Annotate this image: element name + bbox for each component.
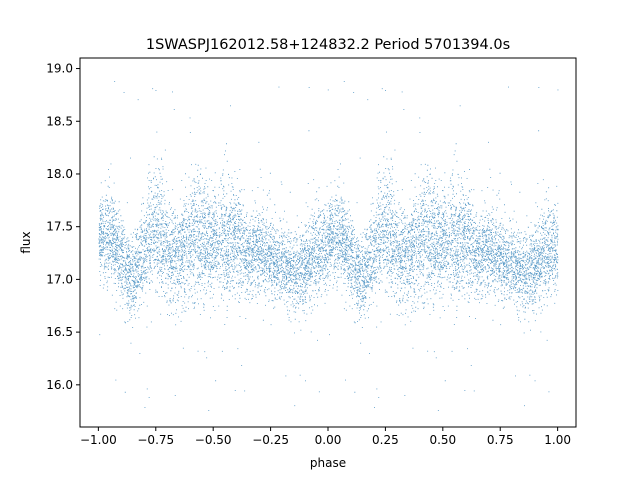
x-tick-label: 0.25 [372,433,399,447]
x-tick-label: 0.50 [429,433,456,447]
x-tick-label: −0.75 [137,433,174,447]
chart-title: 1SWASPJ162012.58+124832.2 Period 5701394… [146,37,510,53]
x-tick-label: −0.50 [195,433,232,447]
y-tick-label: 18.0 [46,167,73,181]
y-tick-label: 17.0 [46,272,73,286]
y-tick-label: 19.0 [46,62,73,76]
x-axis-label: phase [310,456,346,470]
y-tick-label: 16.0 [46,378,73,392]
y-tick-label: 16.5 [46,325,73,339]
x-tick-label: 0.00 [315,433,342,447]
y-tick-label: 17.5 [46,220,73,234]
y-axis: 16.0 16.5 17.0 17.5 18.0 18.5 19.0 [46,62,80,392]
x-tick-label: −1.00 [80,433,117,447]
x-tick-label: −0.25 [252,433,289,447]
plot-area [79,57,577,428]
y-tick-label: 18.5 [46,114,73,128]
x-tick-label: 1.00 [544,433,571,447]
x-axis: −1.00 −0.75 −0.50 −0.25 0.00 0.25 0.50 0.75 1.00 [80,427,571,447]
x-tick-label: 0.75 [487,433,514,447]
y-axis-label: flux [19,231,33,253]
